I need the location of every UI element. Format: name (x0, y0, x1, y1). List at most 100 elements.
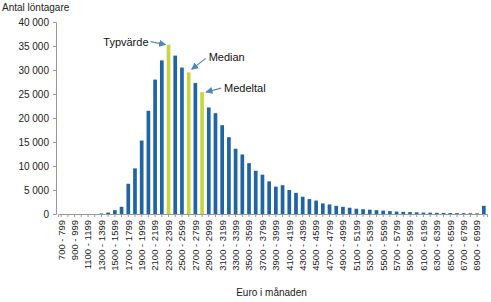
x-tick-mark (181, 214, 182, 217)
y-tick-mark (53, 94, 56, 95)
x-tick-mark (443, 214, 444, 217)
x-tick-mark (88, 214, 89, 217)
x-tick (67, 214, 68, 217)
x-tick: 2700 - 2799 (190, 214, 201, 271)
x-tick-mark (295, 214, 296, 217)
x-tick: 700 - 799 (56, 214, 67, 260)
bar (93, 214, 97, 215)
x-tick-mark (423, 214, 424, 217)
bar (194, 83, 198, 214)
x-tick-mark (134, 214, 135, 217)
x-tick-mark (416, 214, 417, 217)
x-tick: 1300 - 1399 (96, 214, 107, 271)
y-tick: 20 000 (18, 113, 56, 124)
x-tick: 3300 - 3399 (230, 214, 241, 271)
x-tick-label: 1900 - 1999 (136, 220, 147, 271)
x-tick-mark (363, 214, 364, 217)
x-tick-label: 2500 - 2599 (176, 220, 187, 271)
x-tick (108, 214, 109, 217)
bar (73, 214, 77, 215)
annotation-label: Medeltal (224, 82, 266, 94)
x-tick-label: 4100 - 4199 (284, 220, 295, 271)
x-tick (403, 214, 404, 217)
bar (120, 207, 124, 214)
x-tick: 2900 - 2999 (203, 214, 214, 271)
y-tick-mark (53, 46, 56, 47)
bar (173, 56, 177, 214)
bar (267, 181, 271, 214)
x-tick-mark (242, 214, 243, 217)
x-tick-mark (430, 214, 431, 217)
y-tick: 10 000 (18, 161, 56, 172)
bar (348, 208, 352, 214)
x-tick-mark (389, 214, 390, 217)
x-tick: 5100 - 5199 (351, 214, 362, 271)
bar (281, 185, 285, 214)
x-tick (175, 214, 176, 217)
x-tick-mark (463, 214, 464, 217)
x-tick-mark (141, 214, 142, 217)
x-tick-mark (396, 214, 397, 217)
y-tick-label: 40 000 (18, 17, 49, 28)
bar (388, 211, 392, 214)
bar (455, 213, 459, 214)
x-tick-label: 3700 - 3799 (257, 220, 268, 271)
x-tick-mark (336, 214, 337, 217)
x-tick-mark (249, 214, 250, 217)
x-tick: 1100 - 1199 (82, 214, 93, 269)
y-tick: 25 000 (18, 89, 56, 100)
x-tick-label: 1500 - 1599 (109, 220, 120, 271)
bar (462, 213, 466, 214)
bar (160, 60, 164, 214)
x-tick (376, 214, 377, 217)
x-tick-label: 2700 - 2799 (190, 220, 201, 271)
bar (341, 207, 345, 214)
y-tick: 5 000 (24, 185, 56, 196)
x-tick-mark (275, 214, 276, 217)
x-tick (470, 214, 471, 217)
x-tick-mark (342, 214, 343, 217)
y-tick-label: 30 000 (18, 65, 49, 76)
y-tick-mark (53, 70, 56, 71)
bar (294, 193, 298, 214)
annotation-arrow (151, 42, 166, 45)
x-tick-mark (309, 214, 310, 217)
bar (240, 154, 244, 214)
x-tick-mark (175, 214, 176, 217)
bar (381, 211, 385, 214)
y-tick-label: 20 000 (18, 113, 49, 124)
x-tick: 2100 - 2199 (149, 214, 160, 271)
x-tick (215, 214, 216, 217)
y-tick-label: 15 000 (18, 137, 49, 148)
x-tick-mark (302, 214, 303, 217)
bar (59, 214, 63, 215)
bar (301, 197, 305, 214)
y-tick-mark (53, 22, 56, 23)
x-tick (134, 214, 135, 217)
x-tick-label: 6100 - 6199 (418, 220, 429, 271)
x-tick: 6100 - 6199 (418, 214, 429, 271)
x-tick-mark (94, 214, 95, 217)
x-tick (242, 214, 243, 217)
annotation-label: Median (209, 51, 245, 63)
bar (214, 113, 218, 214)
x-tick-mark (67, 214, 68, 217)
x-tick (282, 214, 283, 217)
bar (355, 209, 359, 214)
x-tick-label: 1700 - 1799 (123, 220, 134, 271)
bar (415, 212, 419, 214)
x-tick-label: 2900 - 2999 (203, 220, 214, 271)
y-axis: 05 00010 00015 00020 00025 00030 00035 0… (18, 17, 56, 220)
y-tick: 35 000 (18, 41, 56, 52)
bar (395, 212, 399, 214)
x-tick-mark (228, 214, 229, 217)
x-tick-label: 5700 - 5799 (391, 220, 402, 271)
y-tick-label: 10 000 (18, 161, 49, 172)
x-tick-mark (289, 214, 290, 217)
x-tick: 4900 - 4999 (337, 214, 348, 271)
bar (153, 80, 157, 214)
x-tick (81, 214, 82, 217)
bar (126, 184, 130, 214)
bar (207, 107, 211, 214)
bar (361, 209, 365, 214)
